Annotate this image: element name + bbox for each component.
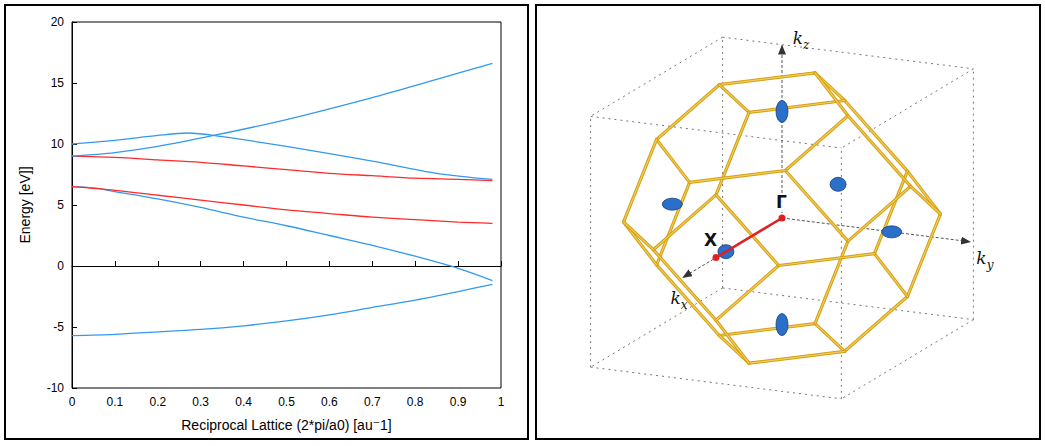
svg-text:1: 1 <box>498 395 505 409</box>
svg-text:0.3: 0.3 <box>192 395 209 409</box>
svg-text:0.9: 0.9 <box>450 395 467 409</box>
svg-text:-10: -10 <box>47 381 65 395</box>
svg-text:0.5: 0.5 <box>278 395 295 409</box>
svg-text:ky: ky <box>976 248 993 272</box>
svg-text:0.7: 0.7 <box>364 395 381 409</box>
svg-text:Energy [eV]]: Energy [eV]] <box>17 166 33 243</box>
svg-text:-5: -5 <box>53 320 64 334</box>
svg-text:0.6: 0.6 <box>321 395 338 409</box>
svg-text:kx: kx <box>670 288 687 312</box>
svg-text:5: 5 <box>57 198 64 212</box>
svg-text:Γ: Γ <box>776 192 787 212</box>
svg-text:20: 20 <box>51 15 65 29</box>
svg-text:0.2: 0.2 <box>149 395 166 409</box>
svg-text:Reciprocal Lattice (2*pi/a0) [: Reciprocal Lattice (2*pi/a0) [au⁻1] <box>181 417 392 433</box>
svg-text:kz: kz <box>793 28 810 52</box>
svg-text:15: 15 <box>51 76 65 90</box>
svg-text:0: 0 <box>69 395 76 409</box>
svg-text:0.8: 0.8 <box>407 395 424 409</box>
svg-text:0.4: 0.4 <box>235 395 252 409</box>
svg-text:0: 0 <box>57 259 64 273</box>
svg-text:0.1: 0.1 <box>107 395 124 409</box>
svg-text:10: 10 <box>51 137 65 151</box>
svg-text:X: X <box>704 230 717 250</box>
